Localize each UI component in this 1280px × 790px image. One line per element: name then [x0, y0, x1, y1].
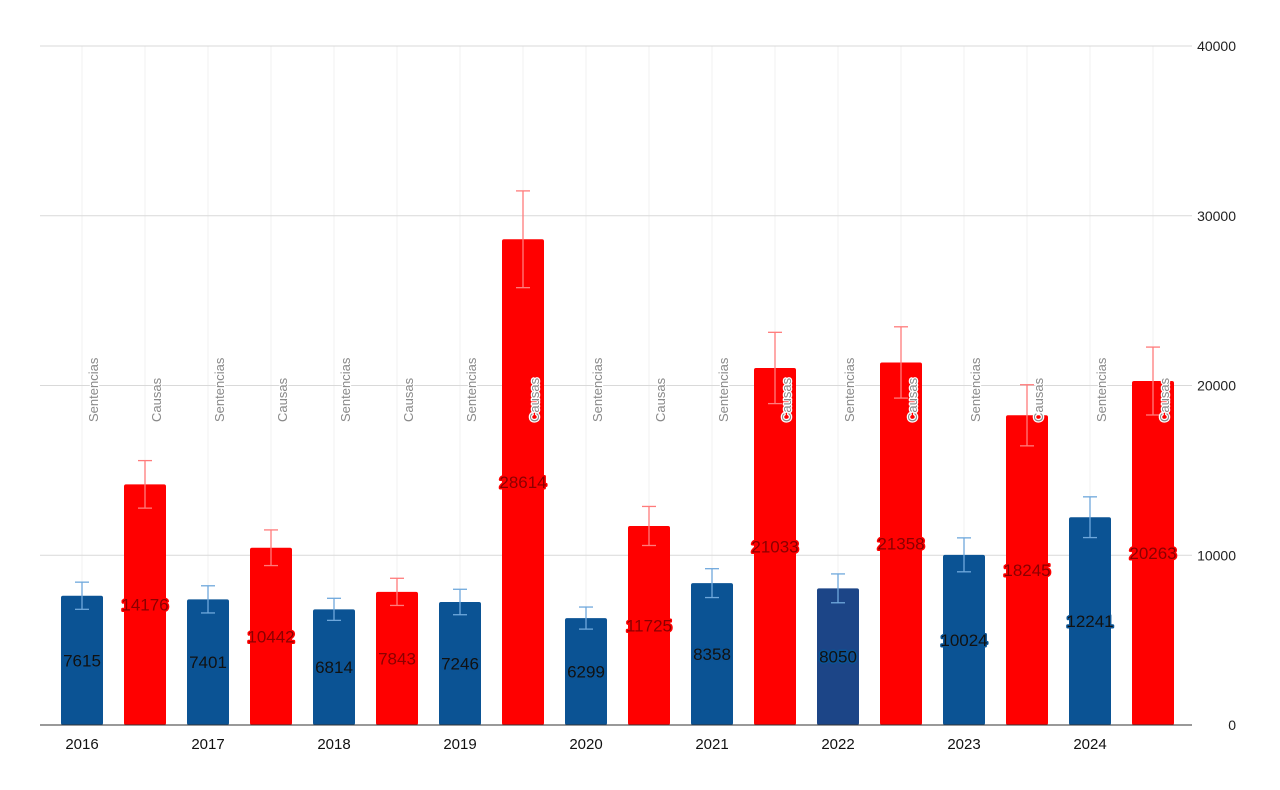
value-label: 14176	[121, 596, 168, 615]
value-label: 6299	[567, 663, 605, 682]
bar-sentencias-2018	[313, 609, 355, 725]
value-label: 18245	[1003, 561, 1050, 580]
x-tick-label: 2019	[443, 736, 476, 753]
series-labels: Sentencias Causas Sentencias Causas Sentenci…	[85, 356, 1174, 423]
bar-causas-2020	[628, 525, 670, 725]
bar-causas-2018	[376, 591, 418, 725]
error-bar	[642, 505, 656, 547]
value-label: 11725	[626, 616, 672, 635]
error-bar	[894, 326, 908, 399]
error-bar	[957, 537, 971, 573]
series-label: Causas	[401, 377, 416, 422]
error-bar	[831, 573, 845, 604]
series-label: Causas	[653, 377, 668, 422]
y-tick-label: 40000	[1197, 38, 1236, 54]
series-label: Sentencias	[968, 357, 983, 422]
error-bar	[201, 585, 215, 614]
error-bar	[453, 588, 467, 616]
series-label: Sentencias	[86, 357, 101, 422]
value-label: 12241	[1066, 612, 1113, 631]
error-bar	[75, 581, 89, 610]
error-bar	[1146, 346, 1160, 416]
series-label: Sentencias	[1094, 357, 1109, 422]
x-tick-label: 2017	[191, 736, 224, 753]
x-tick-label: 2020	[569, 736, 602, 753]
error-bars	[75, 190, 1160, 630]
bars	[61, 239, 1174, 725]
error-bar	[579, 606, 593, 630]
series-label: Sentencias	[212, 357, 227, 422]
bar-causas-2019	[502, 239, 544, 725]
y-axis-ticks: 0 10000 20000 30000 40000	[1197, 38, 1236, 733]
horizontal-gridlines	[40, 45, 1192, 556]
bar-sentencias-2020	[565, 618, 607, 725]
value-label: 20263	[1129, 544, 1176, 563]
series-label: Sentencias	[590, 357, 605, 422]
value-label: 6814	[315, 658, 353, 677]
error-bar	[705, 568, 719, 599]
value-label: 10024	[940, 631, 987, 650]
series-label: Sentencias	[842, 357, 857, 422]
series-label: Causas	[779, 377, 794, 422]
x-tick-label: 2024	[1073, 736, 1106, 753]
error-bar	[516, 190, 530, 289]
value-label: 8358	[693, 645, 731, 664]
value-label: 28614	[499, 473, 546, 492]
error-bar	[264, 529, 278, 567]
x-tick-label: 2022	[821, 736, 854, 753]
bar-sentencias-2021	[691, 583, 733, 725]
y-tick-label: 0	[1228, 717, 1236, 733]
value-label: 21033	[751, 537, 798, 556]
error-bar	[138, 459, 152, 509]
series-label: Causas	[149, 377, 164, 422]
error-bar	[1083, 496, 1097, 539]
x-tick-label: 2016	[65, 736, 98, 753]
value-labels: 7615 14176 7401 10442 6814 7843 7246 28614 6299 1…	[62, 472, 1179, 683]
bar-causas-2017	[250, 547, 292, 725]
error-bar	[1020, 384, 1034, 447]
x-tick-label: 2021	[695, 736, 728, 753]
y-tick-label: 30000	[1197, 208, 1236, 224]
x-tick-label: 2023	[947, 736, 980, 753]
value-label: 7246	[441, 654, 479, 673]
x-tick-label: 2018	[317, 736, 350, 753]
value-label: 21358	[877, 535, 924, 554]
bar-sentencias-2016	[61, 595, 103, 725]
bar-causas-2023	[1006, 415, 1048, 725]
bar-sentencias-2022	[817, 588, 859, 725]
series-label: Causas	[1031, 377, 1046, 422]
bar-causas-2024	[1132, 381, 1174, 725]
error-bar	[390, 577, 404, 607]
series-label: Causas	[275, 377, 290, 422]
series-label: Sentencias	[338, 357, 353, 422]
bar-sentencias-2019	[439, 601, 481, 725]
y-tick-label: 20000	[1197, 378, 1236, 394]
series-label: Causas	[527, 377, 542, 422]
series-label: Sentencias	[464, 357, 479, 422]
y-tick-label: 10000	[1197, 547, 1236, 563]
series-label: Sentencias	[716, 357, 731, 422]
value-label: 8050	[819, 648, 857, 667]
value-label: 7401	[189, 653, 227, 672]
x-axis-ticks: 2016 2017 2018 2019 2020 2021 2022 2023 2024	[65, 736, 1106, 753]
value-label: 10442	[247, 627, 294, 646]
value-label: 7615	[63, 651, 101, 670]
error-bar	[768, 331, 782, 405]
value-label: 7843	[378, 649, 416, 668]
series-label: Causas	[1157, 377, 1172, 422]
error-bar	[327, 597, 341, 622]
bar-causas-2022	[880, 362, 922, 725]
bar-causas-2016	[124, 484, 166, 725]
bar-sentencias-2023	[943, 554, 985, 725]
bar-sentencias-2024	[1069, 517, 1111, 725]
bar-sentencias-2017	[187, 599, 229, 725]
bar-causas-2021	[754, 367, 796, 725]
series-label: Causas	[905, 377, 920, 422]
